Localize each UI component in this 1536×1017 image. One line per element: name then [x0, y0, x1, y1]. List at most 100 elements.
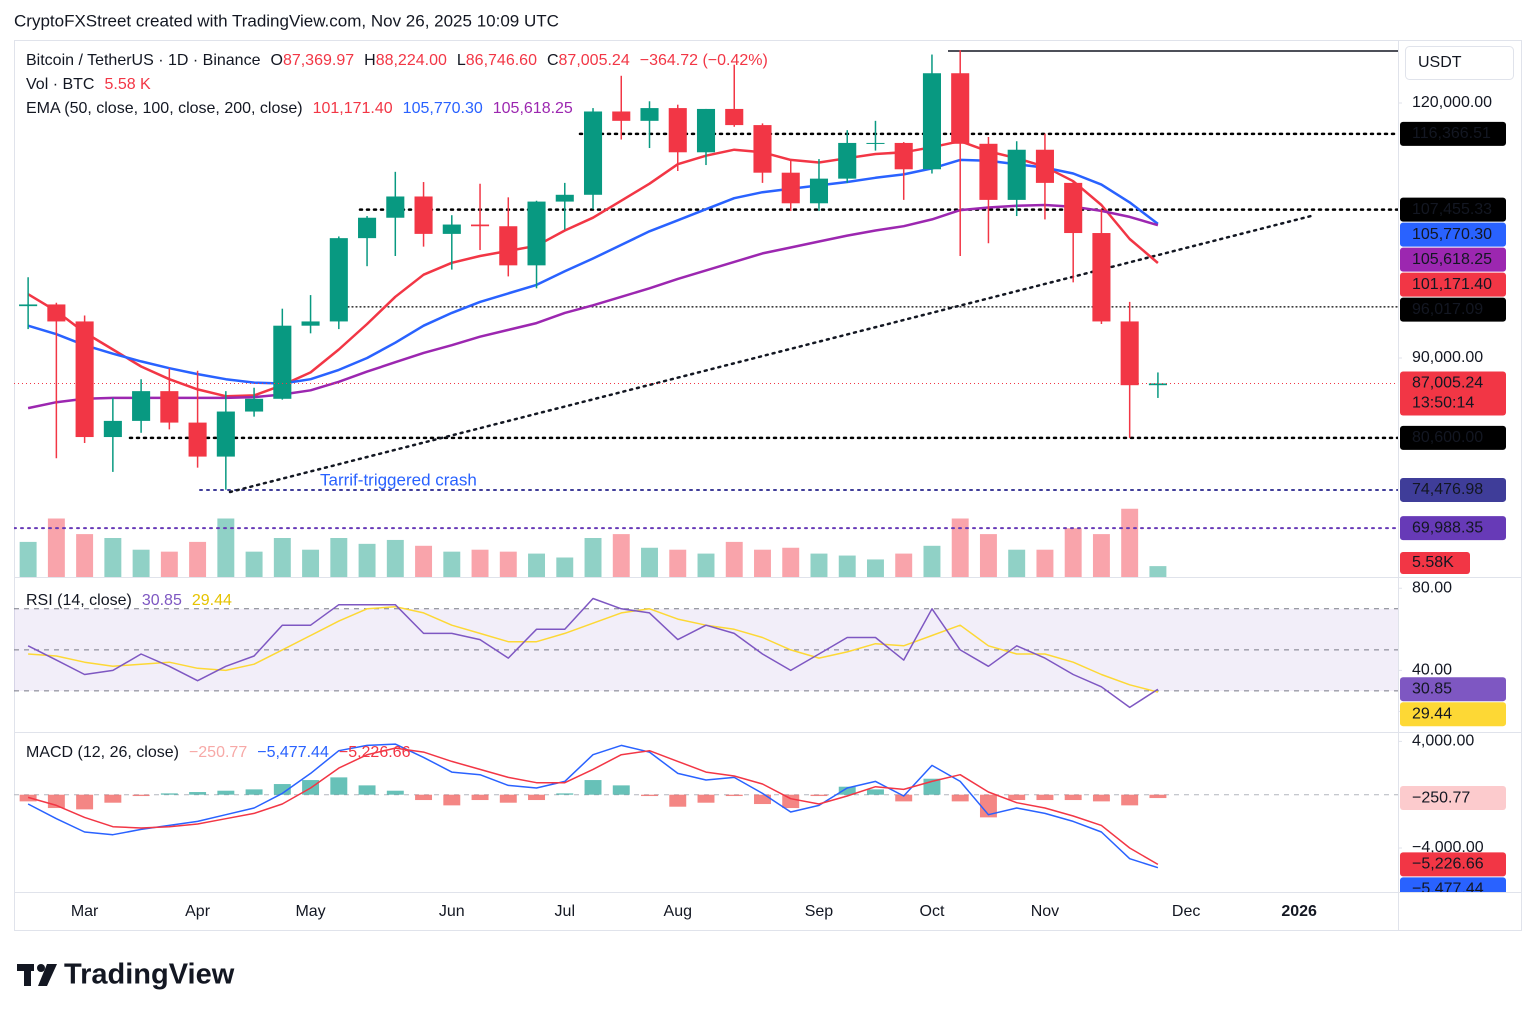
x-tick-label: Oct — [920, 903, 945, 920]
ohlc-key: O — [270, 52, 282, 69]
candle-body — [19, 304, 38, 307]
volume-bar — [697, 553, 715, 577]
chart-frame — [14, 40, 1522, 931]
y-tick-label: 80.00 — [1412, 579, 1452, 596]
volume-bar — [217, 518, 235, 577]
macd-histogram-bar — [838, 786, 856, 795]
volume-bar — [866, 559, 884, 577]
axis-label-box — [1400, 272, 1506, 297]
axis-label: 29.44 — [1412, 705, 1452, 722]
candle-body — [245, 398, 264, 412]
volume-bar — [754, 549, 771, 577]
candle-body — [866, 142, 885, 144]
macd-histogram-bar — [471, 794, 489, 801]
macd-histogram-bar — [1008, 794, 1026, 801]
macd-histogram-bar — [866, 789, 884, 795]
macd-legend: MACD (12, 26, close) −250.77 −5,477.44 −5,2… — [26, 744, 411, 761]
candle-body — [1064, 182, 1083, 234]
volume-bar — [1064, 528, 1082, 577]
macd-histogram-bar — [132, 794, 150, 797]
axis-label-box — [1400, 297, 1506, 322]
axis-label-box — [1400, 677, 1506, 702]
volume-bar — [499, 551, 517, 577]
macd-histogram-bar — [273, 784, 291, 795]
candle-body — [1148, 383, 1167, 386]
axis-label: 105,770.30 — [1412, 226, 1492, 243]
ema-name: EMA (50, close, 100, close, 200, close) — [26, 100, 303, 117]
macd-histogram-bar — [556, 793, 574, 795]
signal-line — [27, 747, 1159, 866]
macd-histogram-bar — [1036, 794, 1054, 801]
candle-body — [1092, 233, 1111, 322]
ohlc-key: H — [364, 52, 376, 69]
y-tick-label: 90,000.00 — [1412, 349, 1483, 366]
rsi-pane — [14, 597, 1398, 709]
axis-label: 96,017.09 — [1412, 301, 1483, 318]
candle-body — [555, 194, 574, 202]
y-tick-label: −4,000.00 — [1412, 839, 1484, 856]
volume-bar — [1121, 508, 1139, 577]
macd-histogram-bar — [443, 794, 461, 806]
attribution: CryptoFXStreet created with TradingView.… — [14, 11, 559, 30]
ema-line — [27, 139, 1159, 398]
currency[interactable]: USDT — [1418, 54, 1462, 71]
macd-histogram-bar — [697, 794, 715, 803]
ema-layer — [27, 139, 1159, 410]
logo-part — [37, 964, 45, 972]
x-tick-label: Dec — [1172, 903, 1200, 920]
axis-label-box — [1400, 425, 1506, 450]
macd-histogram-bar — [245, 789, 263, 795]
candle-body — [160, 391, 179, 423]
ohlc-value: 87,005.24 — [559, 52, 630, 69]
level-layer — [14, 132, 1398, 530]
volume-bar — [1149, 566, 1167, 577]
volume-bar — [641, 547, 658, 577]
macd-pane — [14, 743, 1398, 869]
volume-bar — [415, 545, 433, 577]
macd-histogram-bar — [725, 794, 743, 797]
ohlc-value: 88,224.00 — [376, 52, 447, 69]
candle-body — [216, 411, 235, 457]
rsi-legend: RSI (14, close) 30.85 29.44 — [26, 592, 232, 609]
macd-histogram-bar — [951, 794, 969, 802]
logo-part — [38, 964, 57, 986]
axis-label-box — [1400, 552, 1470, 574]
macd-histogram-bar — [641, 794, 658, 797]
ohlc-key: C — [547, 52, 559, 69]
macd-name: MACD (12, 26, close) — [26, 744, 179, 761]
macd-histogram-bar — [612, 785, 630, 795]
y-tick-label: 120,000.00 — [1412, 94, 1492, 111]
right-axis: 90,000.00 120,000.00 5.58K 116,366.51 107,45… — [1398, 94, 1506, 856]
volume-bar — [1092, 534, 1110, 577]
macd-histogram-bar — [104, 794, 122, 803]
candle-body — [301, 321, 320, 326]
candle-body — [358, 217, 377, 239]
axis-label: 30.85 — [1412, 680, 1452, 697]
ohlc-value: 87,369.97 — [283, 52, 354, 69]
rsi-line — [27, 597, 1159, 709]
candle-body — [894, 142, 913, 170]
ema-line — [27, 158, 1159, 385]
y-tick-label: 4,000.00 — [1412, 733, 1474, 750]
macd-axis: −250.77 −5,226.66 −5,477.44 — [1400, 786, 1506, 898]
axis-label: 69,988.35 — [1412, 519, 1483, 536]
x-tick-label: Jun — [439, 903, 465, 920]
ema-value: 101,171.40 — [313, 100, 393, 117]
candle-body — [809, 178, 829, 204]
change: −364.72 (−0.42%) — [640, 52, 768, 69]
volume-bar — [725, 541, 743, 577]
candle-body — [1035, 149, 1054, 183]
volume-bar — [104, 538, 122, 577]
x-tick-label: Nov — [1031, 903, 1059, 920]
candle-body — [753, 125, 772, 173]
footer-logo: TradingView — [17, 959, 235, 991]
trendline — [228, 213, 1317, 494]
currency-box[interactable] — [1405, 46, 1514, 80]
axis-label: 101,171.40 — [1412, 276, 1492, 293]
volume-bar — [1008, 549, 1026, 577]
price-legend: Bitcoin / TetherUS · 1D · Binance O87,369… — [26, 52, 768, 69]
axis-label: −5,477.44 — [1412, 881, 1484, 898]
candle-body — [951, 73, 970, 144]
candle-body — [386, 196, 405, 218]
